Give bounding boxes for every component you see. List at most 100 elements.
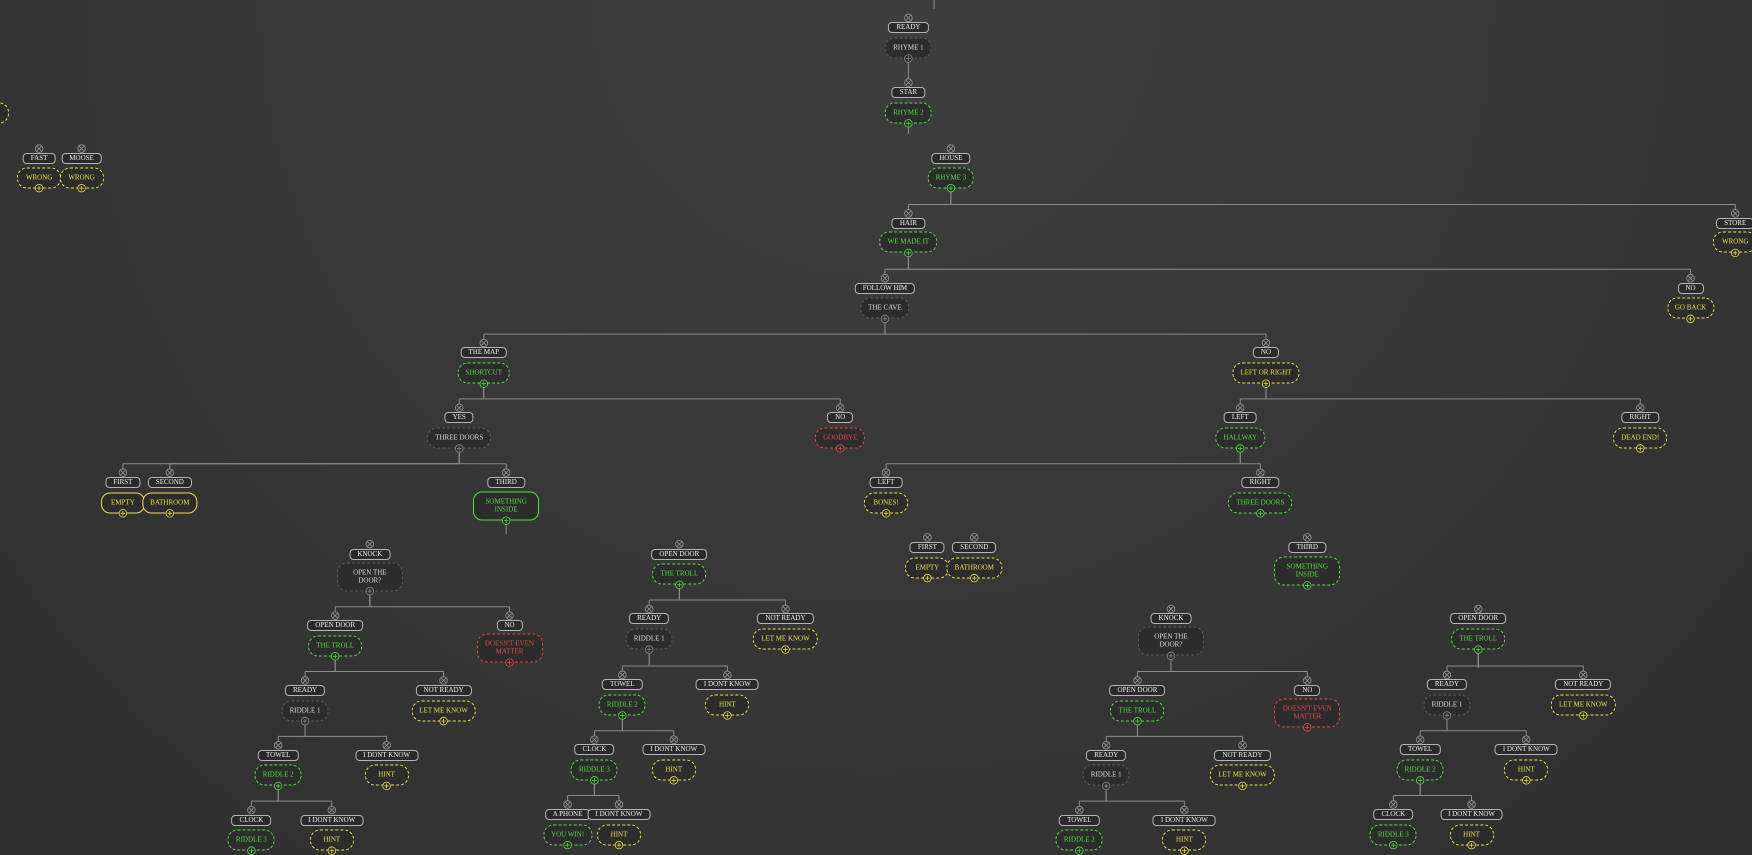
choice-label[interactable]: LEFT	[869, 477, 903, 489]
choice-label[interactable]: I DONT KNOW	[1152, 814, 1216, 826]
delete-cross	[971, 534, 977, 541]
choice-label[interactable]: STORE	[1716, 217, 1752, 229]
node-text[interactable]: OPEN THE DOOR?	[1137, 626, 1204, 656]
delete-cross	[1475, 606, 1481, 612]
choice-label[interactable]: RIGHT	[1241, 477, 1280, 489]
choice-label[interactable]: THIRD	[487, 477, 525, 489]
choice-label[interactable]: READY	[284, 684, 326, 696]
add-plus	[367, 588, 373, 594]
choice-label[interactable]: SECOND	[147, 477, 192, 489]
choice-label[interactable]: TOWEL	[602, 679, 643, 691]
choice-label[interactable]: I DONT KNOW	[642, 744, 706, 756]
choice-label[interactable]: READY	[1426, 679, 1468, 691]
delete-cross	[1237, 405, 1243, 411]
add-plus	[1263, 381, 1269, 386]
choice-label[interactable]: STAR	[891, 87, 926, 99]
choice-label[interactable]: THIRD	[1288, 541, 1326, 553]
choice-label[interactable]: CLOCK	[574, 744, 615, 756]
add-plus	[646, 647, 652, 652]
delete-cross	[883, 470, 889, 476]
add-plus	[1469, 842, 1474, 848]
choice-label[interactable]: I DONT KNOW	[355, 749, 419, 761]
choice-label[interactable]: HOUSE	[931, 153, 971, 165]
delete-cross	[384, 742, 390, 748]
choice-label[interactable]: LEFT	[1223, 412, 1257, 424]
node-text[interactable]: OPEN THE DOOR?	[336, 562, 403, 592]
delete-cross	[1580, 672, 1586, 678]
delete-cross	[837, 405, 843, 411]
choice-label[interactable]: KNOCK	[1150, 613, 1192, 625]
node-text[interactable]: HINT	[705, 694, 750, 716]
choice-label[interactable]: RIGHT	[1621, 412, 1659, 424]
add-plus	[925, 575, 930, 581]
add-plus	[1168, 653, 1174, 659]
choice-label[interactable]: OPEN DOOR	[651, 548, 708, 560]
delete-cross	[1103, 742, 1109, 748]
delete-cross	[332, 613, 338, 619]
choice-label[interactable]: CLOCK	[231, 814, 272, 826]
add-plus	[906, 250, 911, 256]
choice-label[interactable]: MOOSE	[61, 153, 102, 165]
choice-label[interactable]: I DONT KNOW	[300, 814, 364, 826]
choice-label[interactable]: NOT READY	[757, 613, 814, 625]
delete-cross	[302, 677, 308, 684]
add-plus	[441, 718, 446, 724]
choice-label[interactable]: I DONT KNOW	[1494, 744, 1558, 756]
choice-label[interactable]: FOLLOW HIM	[854, 282, 916, 294]
delete-cross	[1134, 677, 1141, 684]
delete-cross	[591, 737, 597, 743]
add-plus	[1444, 713, 1450, 718]
delete-cross	[1304, 677, 1310, 684]
choice-label[interactable]: NO	[1677, 282, 1704, 294]
add-plus	[565, 842, 570, 848]
delete-cross	[1687, 275, 1694, 281]
choice-label[interactable]: FIRST	[105, 477, 141, 489]
node-text[interactable]: DOESN'T EVEN MATTER	[476, 633, 543, 663]
choice-label[interactable]: TOWEL	[1399, 744, 1441, 756]
choice-label[interactable]: TOWEL	[258, 749, 299, 761]
add-plus	[1391, 842, 1396, 848]
add-plus	[1305, 725, 1310, 730]
choice-label[interactable]: FAST	[22, 153, 56, 165]
choice-label[interactable]: NO	[496, 620, 523, 632]
choice-label[interactable]: READY	[1086, 749, 1127, 761]
add-plus	[1237, 446, 1243, 451]
add-plus	[456, 446, 462, 451]
choice-label[interactable]: READY	[629, 613, 670, 625]
add-plus	[906, 56, 911, 61]
choice-label[interactable]: FIRST	[909, 541, 945, 553]
add-plus	[302, 718, 308, 724]
choice-label[interactable]: CLOCK	[1373, 808, 1414, 820]
choice-label[interactable]: NO	[827, 412, 854, 424]
delete-cross	[1239, 742, 1246, 748]
choice-label[interactable]: KNOCK	[349, 548, 391, 560]
choice-label[interactable]: NOT READY	[415, 684, 472, 696]
choice-label[interactable]: OPEN DOOR	[1450, 613, 1507, 625]
choice-label[interactable]: I DONT KNOW	[1440, 808, 1503, 820]
node-text[interactable]: RIDDLE 2	[1396, 759, 1444, 781]
node-text[interactable]: RHYME 1	[885, 37, 932, 59]
choice-label[interactable]: NOT READY	[1214, 749, 1271, 761]
choice-label[interactable]: SECOND	[952, 541, 997, 553]
delete-cross	[619, 672, 625, 678]
choice-label[interactable]: YES	[444, 412, 474, 424]
choice-label[interactable]: READY	[888, 22, 929, 34]
choice-label[interactable]: NO	[1252, 347, 1280, 359]
choice-label[interactable]: NO	[1294, 684, 1321, 696]
delete-cross	[167, 470, 173, 476]
choice-label[interactable]: OPEN DOOR	[307, 620, 364, 632]
choice-label[interactable]: NOT READY	[1555, 679, 1612, 691]
delete-cross	[456, 405, 462, 411]
choice-label[interactable]: TOWEL	[1059, 814, 1100, 826]
choice-label[interactable]: I DONT KNOW	[695, 679, 759, 691]
choice-label[interactable]: HAIR	[891, 217, 925, 229]
delete-cross	[1257, 470, 1263, 476]
add-plus	[972, 575, 977, 581]
choice-label[interactable]: THE MAP	[460, 347, 508, 359]
choice-label[interactable]: I DONT KNOW	[587, 808, 651, 820]
delete-cross	[36, 146, 42, 152]
choice-label[interactable]: OPEN DOOR	[1109, 684, 1166, 696]
delete-cross	[441, 677, 447, 684]
node-text[interactable]: HINT	[1449, 824, 1494, 846]
